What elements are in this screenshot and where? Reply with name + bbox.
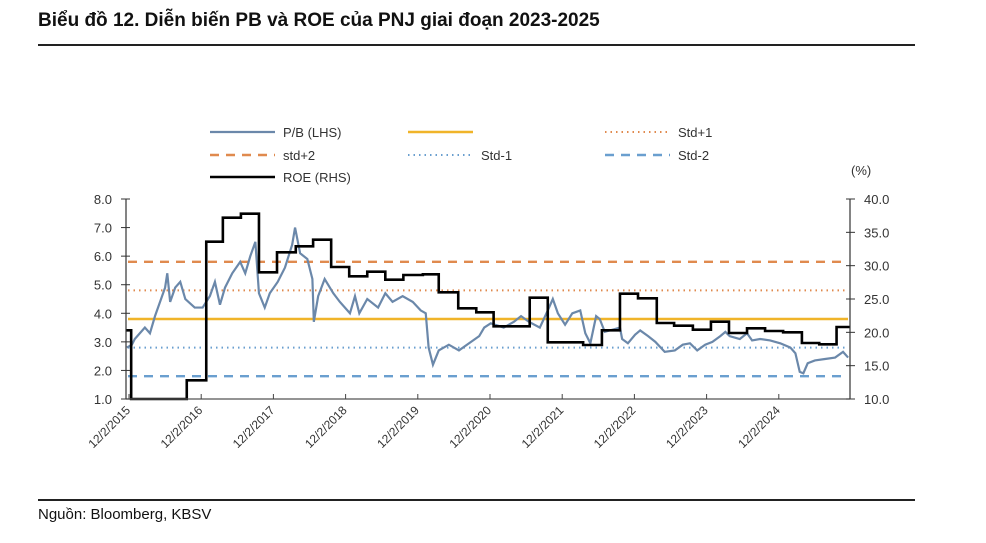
x-tick-label: 12/2/2024: [735, 403, 783, 451]
legend-item-std-m1: Std-1: [408, 148, 512, 163]
left-tick-label: 2.0: [94, 363, 112, 378]
legend-item-roe: ROE (RHS): [210, 170, 351, 185]
legend-item-std-m2: Std-2: [605, 148, 709, 163]
title-divider: [38, 44, 915, 46]
x-tick-label: 12/2/2021: [519, 403, 567, 451]
legend-label: Std+1: [678, 125, 712, 140]
right-tick-label: 25.0: [864, 292, 889, 307]
x-tick-label: 12/2/2017: [230, 403, 278, 451]
x-tick-label: 12/2/2022: [591, 403, 639, 451]
series-line-roe: [126, 212, 851, 401]
x-tick-label: 12/2/2016: [158, 403, 206, 451]
reference-lines: [128, 260, 848, 378]
left-tick-label: 3.0: [94, 335, 112, 350]
right-tick-label: 35.0: [864, 225, 889, 240]
legend-label: P/B (LHS): [283, 125, 342, 140]
right-tick-label: 40.0: [864, 192, 889, 207]
legend-label: ROE (RHS): [283, 170, 351, 185]
chart-title: Biểu đồ 12. Diễn biến PB và ROE của PNJ …: [38, 10, 600, 31]
left-tick-label: 5.0: [94, 278, 112, 293]
legend-label: std+2: [283, 148, 315, 163]
left-tick-label: 4.0: [94, 306, 112, 321]
source-note: Nguồn: Bloomberg, KBSV: [38, 506, 212, 523]
right-tick-label: 10.0: [864, 392, 889, 407]
left-tick-label: 8.0: [94, 192, 112, 207]
legend-item-pb: P/B (LHS): [210, 125, 342, 140]
left-tick-label: 1.0: [94, 392, 112, 407]
legend-label: Std-2: [678, 148, 709, 163]
series-line-pb: [126, 227, 849, 375]
right-tick-label: 20.0: [864, 325, 889, 340]
legend-item-std-p1: Std+1: [605, 125, 712, 140]
right-tick-label: 15.0: [864, 359, 889, 374]
legend: P/B (LHS) Std+1 std+2 Std-1 Std-2 ROE (RHS): [210, 125, 712, 185]
x-tick-label: 12/2/2015: [85, 403, 133, 451]
series-layer: [126, 212, 851, 401]
left-tick-label: 7.0: [94, 221, 112, 236]
legend-label: Std-1: [481, 148, 512, 163]
legend-item-std-p2: std+2: [210, 148, 315, 163]
right-tick-label: 30.0: [864, 259, 889, 274]
x-tick-label: 12/2/2019: [374, 403, 422, 451]
x-tick-label: 12/2/2018: [302, 403, 350, 451]
x-tick-label: 12/2/2023: [663, 403, 711, 451]
left-tick-label: 6.0: [94, 249, 112, 264]
source-divider: [38, 499, 915, 501]
right-axis-unit: (%): [851, 163, 871, 178]
x-tick-label: 12/2/2020: [446, 403, 494, 451]
